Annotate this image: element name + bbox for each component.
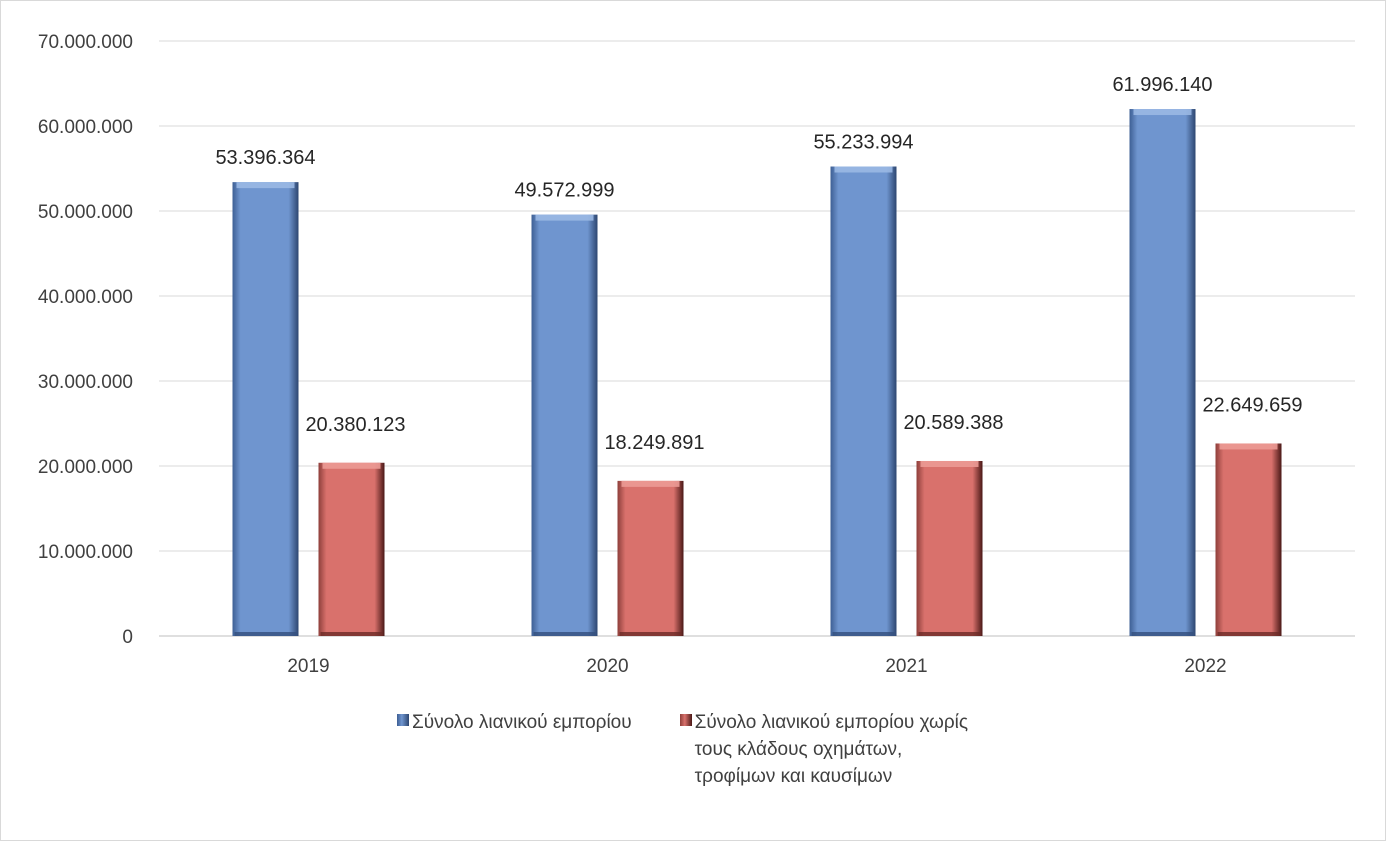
data-label: 53.396.364	[215, 147, 315, 169]
bar-top-bevel	[834, 166, 893, 173]
legend-swatch-blue	[397, 714, 409, 726]
x-tick-label: 2020	[586, 656, 628, 677]
bar-base-bevel	[320, 632, 383, 636]
y-tick-label: 40.000.000	[38, 287, 133, 308]
bar-top-bevel	[920, 460, 979, 467]
bar	[916, 460, 983, 636]
data-label: 18.249.891	[604, 432, 704, 454]
legend-label: Σύνολο λιανικού εμπορίου	[412, 712, 632, 733]
data-label: 61.996.140	[1112, 74, 1212, 96]
bar	[617, 480, 684, 636]
bar-base-bevel	[1131, 632, 1194, 636]
y-tick-label: 20.000.000	[38, 457, 133, 478]
legend: Σύνολο λιανικού εμπορίου Σύνολο λιανικού…	[397, 709, 1033, 790]
data-label: 20.380.123	[305, 414, 405, 436]
bar	[1129, 109, 1196, 636]
bar-base-bevel	[533, 632, 596, 636]
bar-base-bevel	[918, 632, 981, 636]
data-label: 22.649.659	[1202, 394, 1302, 416]
bar-top-bevel	[621, 480, 680, 487]
bar-base-bevel	[619, 632, 682, 636]
y-tick-label: 60.000.000	[38, 117, 133, 138]
data-label: 55.233.994	[813, 132, 913, 154]
legend-item-retail-excluding: Σύνολο λιανικού εμπορίου χωρίς τους κλάδ…	[679, 709, 985, 790]
x-tick-label: 2022	[1184, 656, 1226, 677]
bar-top-bevel	[1219, 443, 1278, 450]
y-tick-label: 70.000.000	[38, 32, 133, 53]
bar-chart: 0 10.000.000 20.000.000 30.000.000 40.000.00…	[38, 32, 1355, 677]
y-tick-label: 30.000.000	[38, 372, 133, 393]
bar	[1215, 443, 1282, 636]
y-tick-label: 10.000.000	[38, 542, 133, 563]
legend-item-total-retail: Σύνολο λιανικού εμπορίου	[397, 709, 632, 790]
bar	[318, 462, 385, 636]
bar	[531, 214, 598, 636]
legend-swatch-red	[679, 714, 692, 726]
bar-base-bevel	[234, 632, 297, 636]
data-label: 49.572.999	[514, 180, 614, 202]
data-label: 20.589.388	[903, 412, 1003, 434]
x-tick-label: 2019	[287, 656, 329, 677]
bar-base-bevel	[1217, 632, 1280, 636]
bar-top-bevel	[535, 214, 594, 221]
bar	[830, 166, 897, 636]
bar-top-bevel	[322, 462, 381, 469]
bar-top-bevel	[1133, 109, 1192, 116]
y-tick-label: 50.000.000	[38, 202, 133, 223]
bar-base-bevel	[832, 632, 895, 636]
bar	[232, 182, 299, 636]
bar-top-bevel	[236, 182, 295, 189]
x-tick-label: 2021	[885, 656, 927, 677]
y-tick-label: 0	[122, 627, 133, 648]
legend-label: Σύνολο λιανικού εμπορίου χωρίς τους κλάδ…	[694, 712, 969, 787]
